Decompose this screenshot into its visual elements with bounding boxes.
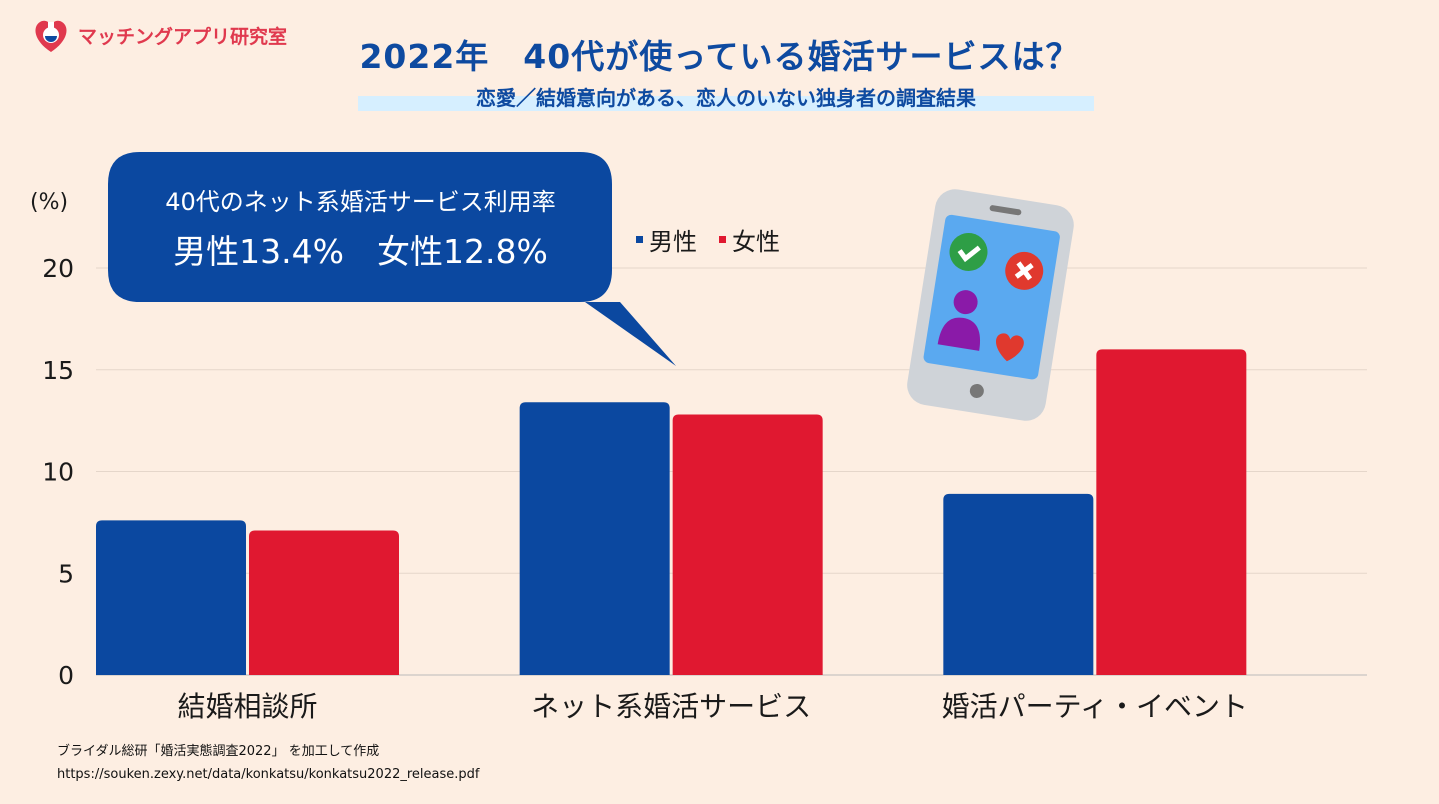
legend-swatch-female <box>719 236 726 243</box>
legend: 男性 女性 <box>636 222 780 257</box>
chart-subtitle: 恋愛／結婚意向がある、恋人のいない独身者の調査結果 <box>476 86 976 110</box>
legend-item-male: 男性 <box>636 222 697 257</box>
legend-item-female: 女性 <box>719 222 780 257</box>
callout-line-1: 40代のネット系婚活サービス利用率 <box>165 188 556 216</box>
y-tick-label: 20 <box>42 254 74 283</box>
x-tick-label: ネット系婚活サービス <box>531 690 811 723</box>
brand-name: マッチングアプリ研究室 <box>78 25 288 48</box>
bar-female <box>672 414 823 675</box>
bar-female <box>249 530 399 675</box>
heart-flask-icon <box>35 20 67 52</box>
bar-female <box>1096 349 1247 675</box>
x-tick-label: 婚活パーティ・イベント <box>942 690 1248 723</box>
x-tick-label: 結婚相談所 <box>177 690 317 723</box>
subtitle-highlight <box>358 96 1094 111</box>
y-tick-label: 0 <box>58 661 74 690</box>
legend-label-male: 男性 <box>649 228 697 256</box>
y-tick-label: 10 <box>42 458 74 487</box>
y-tick-label: 15 <box>42 356 74 385</box>
source-note: ブライダル総研「婚活実態調査2022」 を加工して作成 https://souk… <box>57 740 479 786</box>
legend-label-female: 女性 <box>732 228 780 256</box>
brand-logo: マッチングアプリ研究室 <box>30 14 287 56</box>
y-tick-label: 5 <box>58 559 74 588</box>
legend-swatch-male <box>636 236 643 243</box>
subtitle-block: 恋愛／結婚意向がある、恋人のいない独身者の調査結果 <box>358 82 1094 112</box>
chart-title: 2022年 40代が使っている婚活サービスは？ <box>359 37 1080 76</box>
source-line-2: https://souken.zexy.net/data/konkatsu/ko… <box>57 767 480 782</box>
source-line-1: ブライダル総研「婚活実態調査2022」 を加工して作成 <box>57 744 380 759</box>
bar-male <box>519 402 670 675</box>
bar-male <box>96 520 246 675</box>
y-axis-unit: (%) <box>30 190 69 215</box>
bar-male <box>943 493 1094 675</box>
smartphone-illustration <box>907 189 1074 421</box>
callout-line-2: 男性13.4% 女性12.8% <box>173 232 548 271</box>
